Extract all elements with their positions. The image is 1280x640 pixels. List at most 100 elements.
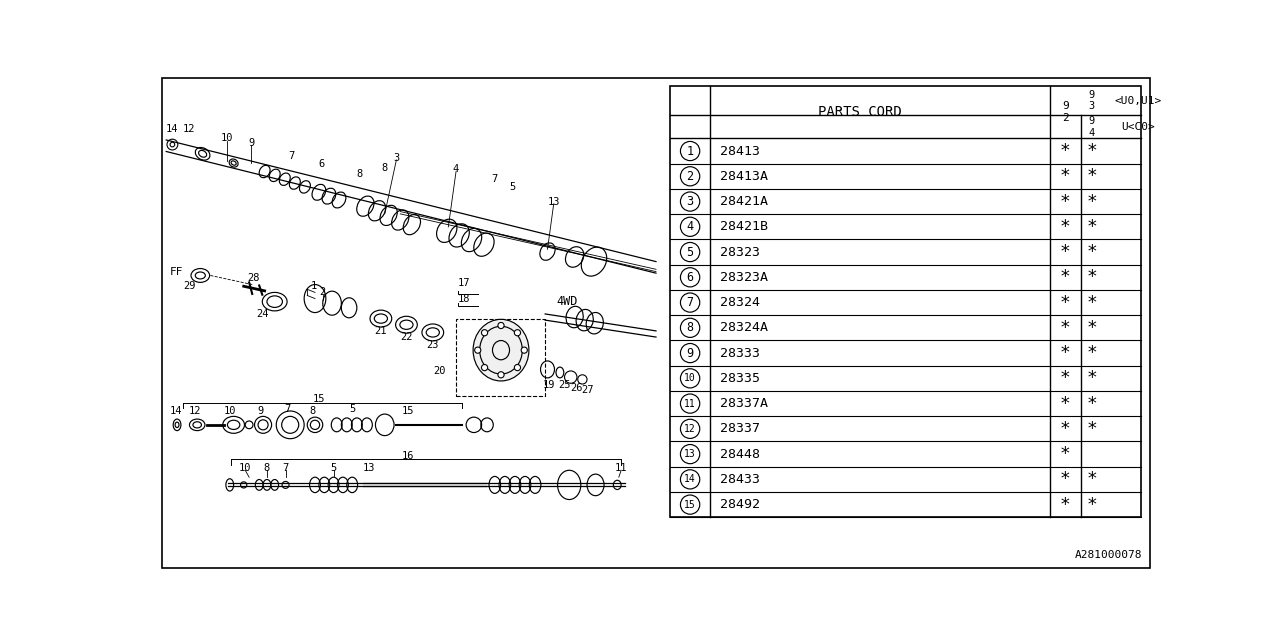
Text: 15: 15 — [685, 500, 696, 509]
Circle shape — [521, 347, 527, 353]
Text: 28324: 28324 — [719, 296, 759, 309]
Text: 8: 8 — [264, 463, 270, 473]
Circle shape — [577, 375, 588, 384]
Text: 13: 13 — [548, 196, 559, 207]
Text: 14: 14 — [169, 406, 182, 416]
Text: 27: 27 — [581, 385, 594, 395]
Text: 13: 13 — [685, 449, 696, 459]
Circle shape — [564, 371, 577, 383]
Text: 25: 25 — [558, 380, 571, 390]
Text: 14: 14 — [685, 474, 696, 484]
Text: *: * — [1060, 395, 1070, 413]
Text: 15: 15 — [402, 406, 415, 416]
Circle shape — [681, 192, 700, 211]
Circle shape — [481, 330, 488, 336]
Text: *: * — [1087, 420, 1097, 438]
Text: *: * — [1087, 268, 1097, 286]
Circle shape — [681, 445, 700, 464]
Text: 8: 8 — [310, 406, 316, 416]
Circle shape — [681, 394, 700, 413]
Text: *: * — [1060, 294, 1070, 312]
Circle shape — [515, 365, 521, 371]
Text: 10: 10 — [685, 373, 696, 383]
Text: 8: 8 — [357, 169, 364, 179]
Text: *: * — [1087, 470, 1097, 488]
Text: 9
3: 9 3 — [1088, 90, 1094, 111]
Text: 9: 9 — [248, 138, 255, 148]
Text: 28413A: 28413A — [719, 170, 768, 183]
Circle shape — [681, 369, 700, 388]
Text: 28324A: 28324A — [719, 321, 768, 334]
Text: 7: 7 — [284, 404, 291, 415]
Text: 11: 11 — [685, 399, 696, 408]
Text: 12: 12 — [188, 406, 201, 416]
Text: 15: 15 — [312, 394, 325, 404]
Text: *: * — [1087, 218, 1097, 236]
Circle shape — [681, 217, 700, 236]
Text: 12: 12 — [183, 124, 196, 134]
Text: 28421B: 28421B — [719, 220, 768, 234]
Text: *: * — [1060, 445, 1070, 463]
Text: 7: 7 — [283, 463, 289, 473]
Text: *: * — [1060, 319, 1070, 337]
Text: *: * — [1087, 369, 1097, 387]
Text: *: * — [1060, 167, 1070, 186]
Text: 10: 10 — [239, 463, 251, 473]
Text: *: * — [1060, 495, 1070, 514]
Circle shape — [170, 142, 175, 147]
Text: 8: 8 — [686, 321, 694, 334]
Text: PARTS CORD: PARTS CORD — [818, 105, 901, 119]
Text: 28337: 28337 — [719, 422, 759, 435]
Circle shape — [681, 495, 700, 514]
Text: 6: 6 — [686, 271, 694, 284]
Circle shape — [475, 347, 481, 353]
Text: 5: 5 — [509, 182, 516, 192]
Text: *: * — [1060, 470, 1070, 488]
Text: 29: 29 — [183, 281, 196, 291]
Text: 7: 7 — [288, 151, 294, 161]
Text: 19: 19 — [543, 380, 556, 390]
Text: U<C0>: U<C0> — [1121, 122, 1155, 132]
Text: 16: 16 — [402, 451, 415, 461]
Text: 28492: 28492 — [719, 498, 759, 511]
Text: <U0,U1>: <U0,U1> — [1115, 95, 1162, 106]
Circle shape — [481, 365, 488, 371]
Text: 4: 4 — [686, 220, 694, 234]
Text: *: * — [1087, 344, 1097, 362]
Text: 3: 3 — [686, 195, 694, 208]
Text: 9: 9 — [257, 406, 264, 416]
Text: 9: 9 — [686, 347, 694, 360]
Text: 10: 10 — [224, 406, 236, 416]
Text: 23: 23 — [426, 340, 439, 349]
Text: 7: 7 — [686, 296, 694, 309]
Text: 17: 17 — [457, 278, 470, 288]
Circle shape — [681, 141, 700, 161]
Text: *: * — [1087, 495, 1097, 514]
Text: 4: 4 — [453, 164, 460, 174]
Circle shape — [515, 330, 521, 336]
Text: *: * — [1087, 395, 1097, 413]
Text: 1: 1 — [686, 145, 694, 157]
Text: 28413: 28413 — [719, 145, 759, 157]
Text: 6: 6 — [317, 159, 324, 169]
Text: *: * — [1060, 420, 1070, 438]
Text: 9
2: 9 2 — [1062, 101, 1069, 123]
Text: *: * — [1060, 218, 1070, 236]
Text: 11: 11 — [614, 463, 627, 473]
Text: *: * — [1060, 142, 1070, 160]
Text: 28421A: 28421A — [719, 195, 768, 208]
Text: 22: 22 — [401, 332, 412, 342]
Text: 2: 2 — [686, 170, 694, 183]
Text: 28335: 28335 — [719, 372, 759, 385]
Text: *: * — [1087, 294, 1097, 312]
Text: 28433: 28433 — [719, 473, 759, 486]
Circle shape — [681, 166, 700, 186]
Text: 28337A: 28337A — [719, 397, 768, 410]
Circle shape — [681, 419, 700, 438]
Text: 5: 5 — [686, 246, 694, 259]
Ellipse shape — [474, 319, 529, 381]
Text: 28: 28 — [247, 273, 260, 283]
Text: 8: 8 — [381, 163, 388, 173]
Circle shape — [681, 318, 700, 337]
Text: A281000078: A281000078 — [1075, 550, 1143, 561]
